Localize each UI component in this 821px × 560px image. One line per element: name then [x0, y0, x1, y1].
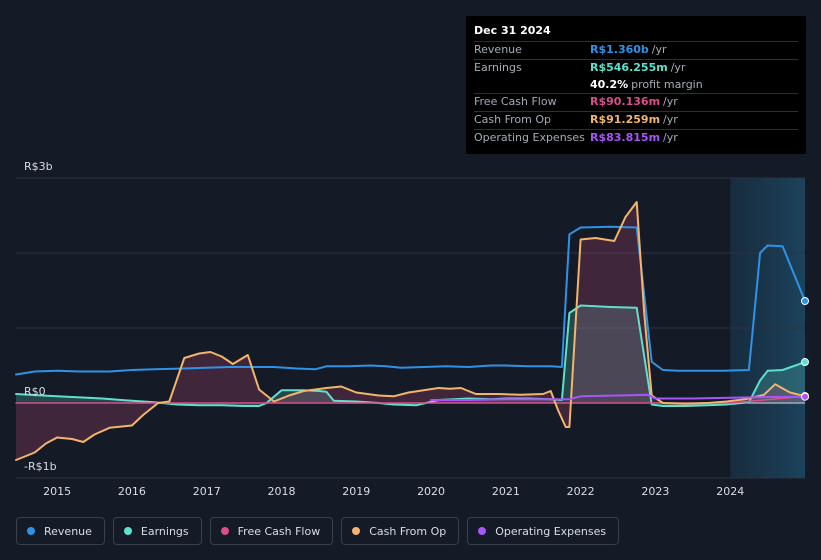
tooltip-row-cash-from-op: Cash From Op R$91.259m /yr — [474, 111, 798, 129]
legend-item-cash-from-op[interactable]: Cash From Op — [341, 517, 460, 545]
tooltip-unit: profit margin — [631, 77, 703, 91]
y-tick-label: R$0 — [24, 385, 46, 398]
x-tick-label: 2015 — [43, 485, 71, 498]
tooltip-row-earnings: Earnings R$546.255m /yr — [474, 58, 798, 77]
legend-dot-icon — [478, 527, 487, 535]
legend-label: Free Cash Flow — [237, 524, 321, 538]
tooltip-unit: /yr — [670, 60, 686, 74]
tooltip-row-revenue: Revenue R$1.360b /yr — [474, 41, 798, 59]
series-line-operating-expenses — [430, 393, 806, 401]
series-areas — [16, 202, 805, 460]
tooltip-label: Free Cash Flow — [474, 95, 557, 109]
legend-label: Earnings — [140, 524, 189, 538]
series-line-revenue — [15, 225, 806, 376]
series-area-earnings — [16, 305, 805, 406]
x-tick-label: 2022 — [567, 485, 595, 498]
tooltip-unit: /yr — [663, 95, 678, 109]
x-tick-label: 2023 — [641, 485, 669, 498]
y-tick-label: R$3b — [24, 160, 53, 173]
tooltip-row-free-cash-flow: Free Cash Flow R$90.136m /yr — [474, 93, 798, 111]
x-axis-labels: 2015 2016 2017 2018 2019 2020 2021 2022 2023 2024 — [43, 485, 744, 498]
tooltip-unit: /yr — [663, 130, 678, 144]
x-tick-label: 2016 — [118, 485, 146, 498]
gridlines — [16, 177, 805, 479]
legend-item-revenue[interactable]: Revenue — [16, 517, 105, 545]
endpoint-revenue — [801, 297, 809, 305]
tooltip-value: R$83.815m — [590, 130, 661, 144]
legend-item-free-cash-flow[interactable]: Free Cash Flow — [209, 517, 334, 545]
tooltip-label — [474, 77, 590, 94]
tooltip-value: R$91.259m — [590, 113, 661, 127]
legend-label: Revenue — [44, 524, 92, 538]
legend-item-operating-expenses[interactable]: Operating Expenses — [467, 517, 620, 545]
tooltip-unit: /yr — [663, 113, 678, 127]
tooltip-panel: Dec 31 2024 Revenue R$1.360b /yr Earning… — [466, 16, 806, 154]
legend-label: Cash From Op — [369, 524, 447, 538]
legend-dot-icon — [352, 527, 361, 535]
series-endpoints — [801, 297, 809, 401]
series-lines — [15, 201, 806, 461]
series-line-earnings — [15, 304, 806, 407]
x-tick-label: 2019 — [342, 485, 370, 498]
series-line-cash-from-op — [15, 201, 806, 461]
tooltip-value: R$1.360b — [590, 43, 649, 56]
legend-dot-icon — [220, 527, 229, 535]
legend-dot-icon — [27, 527, 35, 535]
x-tick-label: 2024 — [716, 485, 744, 498]
x-tick-label: 2020 — [417, 485, 445, 498]
tooltip-label: Operating Expenses — [474, 130, 585, 144]
y-tick-label: -R$1b — [24, 460, 57, 473]
tooltip-unit: /yr — [651, 43, 667, 56]
legend-label: Operating Expenses — [495, 524, 607, 538]
y-axis-labels: R$3b R$0 -R$1b — [24, 160, 57, 473]
tooltip-label: Earnings — [474, 60, 522, 74]
series-area-cash-from-op — [16, 202, 805, 460]
tooltip-value: R$90.136m — [590, 95, 661, 109]
endpoint-earnings — [801, 358, 809, 367]
tooltip-label: Revenue — [474, 43, 522, 56]
tooltip-row-operating-expenses: Operating Expenses R$83.815m /yr — [474, 128, 798, 147]
x-tick-label: 2017 — [193, 485, 221, 498]
tooltip-row-profit-margin: 40.2% profit margin — [474, 77, 798, 94]
legend-dot-icon — [123, 527, 132, 535]
tooltip-value: R$546.255m — [590, 60, 668, 74]
tooltip-date: Dec 31 2024 — [474, 24, 551, 37]
tooltip-label: Cash From Op — [474, 113, 552, 127]
legend-item-earnings[interactable]: Earnings — [112, 517, 202, 545]
endpoint-operating-expenses — [801, 392, 809, 401]
legend: Revenue Earnings Free Cash Flow Cash Fro… — [16, 517, 620, 545]
x-tick-label: 2018 — [267, 485, 295, 498]
tooltip-value: 40.2% — [590, 77, 629, 91]
x-tick-label: 2021 — [492, 485, 520, 498]
